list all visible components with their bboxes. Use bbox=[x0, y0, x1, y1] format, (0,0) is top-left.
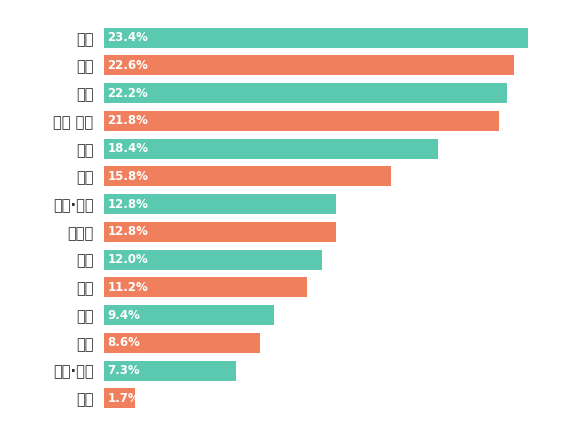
Bar bbox=[104, 83, 506, 103]
Bar bbox=[104, 139, 438, 159]
Text: 15.8%: 15.8% bbox=[108, 170, 149, 183]
Bar bbox=[104, 388, 135, 408]
Text: 23.4%: 23.4% bbox=[108, 31, 148, 44]
Bar bbox=[104, 250, 321, 269]
Text: 8.6%: 8.6% bbox=[108, 336, 140, 349]
Bar bbox=[104, 55, 514, 75]
Text: 12.8%: 12.8% bbox=[108, 225, 148, 238]
Bar bbox=[104, 28, 528, 48]
Text: 18.4%: 18.4% bbox=[108, 142, 149, 155]
Bar bbox=[104, 194, 336, 214]
Text: 9.4%: 9.4% bbox=[108, 309, 140, 322]
Text: 22.2%: 22.2% bbox=[108, 87, 148, 100]
Text: 22.6%: 22.6% bbox=[108, 59, 148, 72]
Text: 12.8%: 12.8% bbox=[108, 198, 148, 211]
Bar bbox=[104, 167, 391, 186]
Bar bbox=[104, 111, 499, 131]
Bar bbox=[104, 305, 275, 325]
Bar bbox=[104, 361, 236, 381]
Text: 21.8%: 21.8% bbox=[108, 114, 148, 127]
Text: 1.7%: 1.7% bbox=[108, 392, 140, 405]
Text: 12.0%: 12.0% bbox=[108, 253, 148, 266]
Text: 7.3%: 7.3% bbox=[108, 364, 140, 377]
Bar bbox=[104, 277, 307, 297]
Text: 11.2%: 11.2% bbox=[108, 281, 148, 294]
Bar bbox=[104, 222, 336, 242]
Bar bbox=[104, 333, 260, 353]
